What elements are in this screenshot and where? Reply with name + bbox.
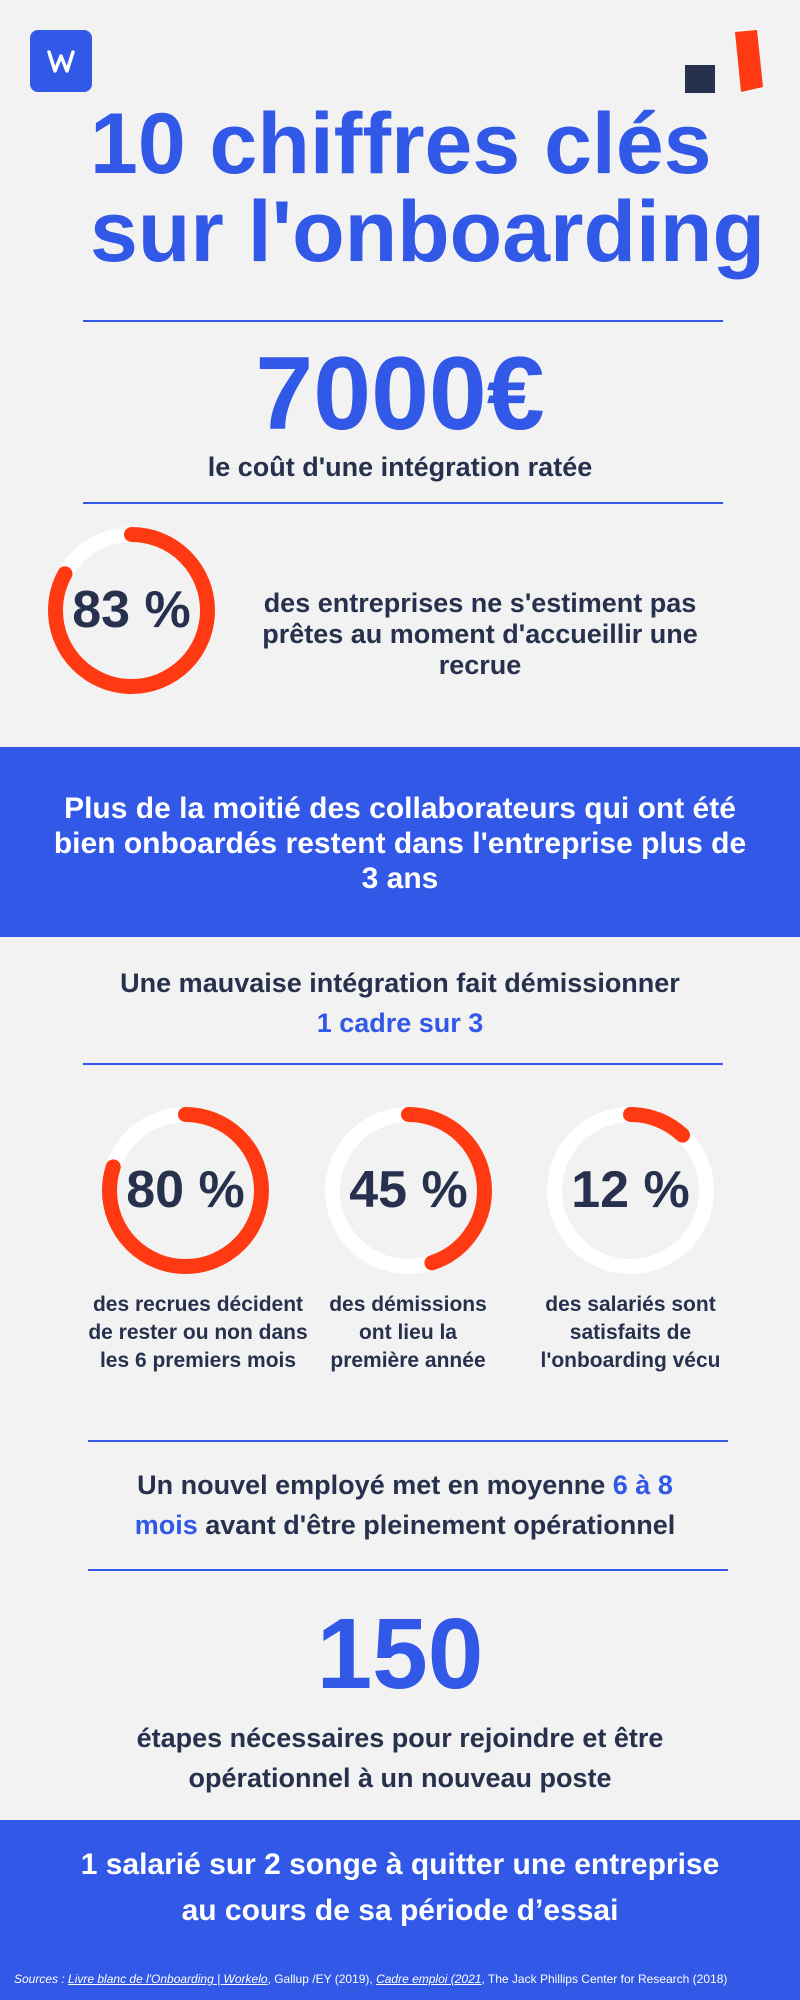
ring-45-caption: des démissions ont lieu la première anné… xyxy=(329,1293,487,1372)
progress-ring xyxy=(325,1107,492,1274)
sources: Sources : Livre blanc de l'Onboarding | … xyxy=(14,1972,794,1986)
ring-80-caption: des recrues décident de rester ou non da… xyxy=(88,1293,308,1372)
workelo-logo xyxy=(30,30,92,92)
banner-trial-text: 1 salarié sur 2 songe à quitter une entr… xyxy=(80,1848,720,1927)
ring-80-value: 80 % xyxy=(126,1161,245,1219)
source-link-cadre-emploi[interactable]: Cadre emploi (2021 xyxy=(376,1972,482,1986)
stat-150-label: étapes nécessaires pour rejoindre et êtr… xyxy=(136,1723,664,1793)
divider xyxy=(83,1063,723,1065)
title-line-2: sur l'onboarding xyxy=(90,184,765,280)
ramp-highlight: 6 à 8 mois xyxy=(134,1470,673,1540)
progress-ring xyxy=(48,527,215,694)
divider xyxy=(88,1440,728,1442)
progress-ring xyxy=(547,1107,714,1274)
sources-sep-1: , Gallup /EY (2019), xyxy=(267,1972,377,1986)
stat-83-text: des entreprises ne s'estiment pas prêtes… xyxy=(262,588,698,680)
ring-12-value: 12 % xyxy=(571,1161,690,1219)
sources-prefix: Sources : xyxy=(14,1972,69,1986)
resign-line-1: Une mauvaise intégration fait démissionn… xyxy=(120,968,680,998)
stat-cost-label: le coût d'une intégration ratée xyxy=(207,452,593,482)
ramp-text: Un nouvel employé met en moyenne 6 à 8 m… xyxy=(130,1465,680,1545)
divider xyxy=(88,1569,728,1571)
corner-shapes-icon xyxy=(685,30,763,93)
page-title: 10 chiffres clés sur l'onboarding xyxy=(90,100,770,276)
stat-150-value: 150 xyxy=(316,1598,484,1710)
resign-line-2: 1 cadre sur 3 xyxy=(316,1008,484,1038)
sources-sep-2: , The Jack Phillips Center for Research … xyxy=(481,1972,728,1986)
ramp-part-1: Un nouvel employé met en moyenne xyxy=(137,1470,613,1500)
ring-45-value: 45 % xyxy=(349,1161,468,1219)
w-logo-icon xyxy=(47,50,75,73)
title-line-1: 10 chiffres clés xyxy=(90,96,712,192)
stat-cost-value: 7000€ xyxy=(255,336,545,452)
progress-ring xyxy=(102,1107,269,1274)
banner-onboarded-text: Plus de la moitié des collaborateurs qui… xyxy=(53,792,747,895)
ramp-part-2: avant d'être pleinement opérationnel xyxy=(197,1510,676,1540)
banner-onboarded: Plus de la moitié des collaborateurs qui… xyxy=(0,747,800,937)
source-link-workelo[interactable]: Livre blanc de l'Onboarding | Workelo xyxy=(68,1972,268,1986)
divider xyxy=(83,320,723,322)
banner-trial-period: 1 salarié sur 2 songe à quitter une entr… xyxy=(0,1820,800,2000)
stat-83-value: 83 % xyxy=(72,581,191,639)
divider xyxy=(83,502,723,504)
ring-12-caption: des salariés sont satisfaits de l'onboar… xyxy=(540,1293,721,1372)
